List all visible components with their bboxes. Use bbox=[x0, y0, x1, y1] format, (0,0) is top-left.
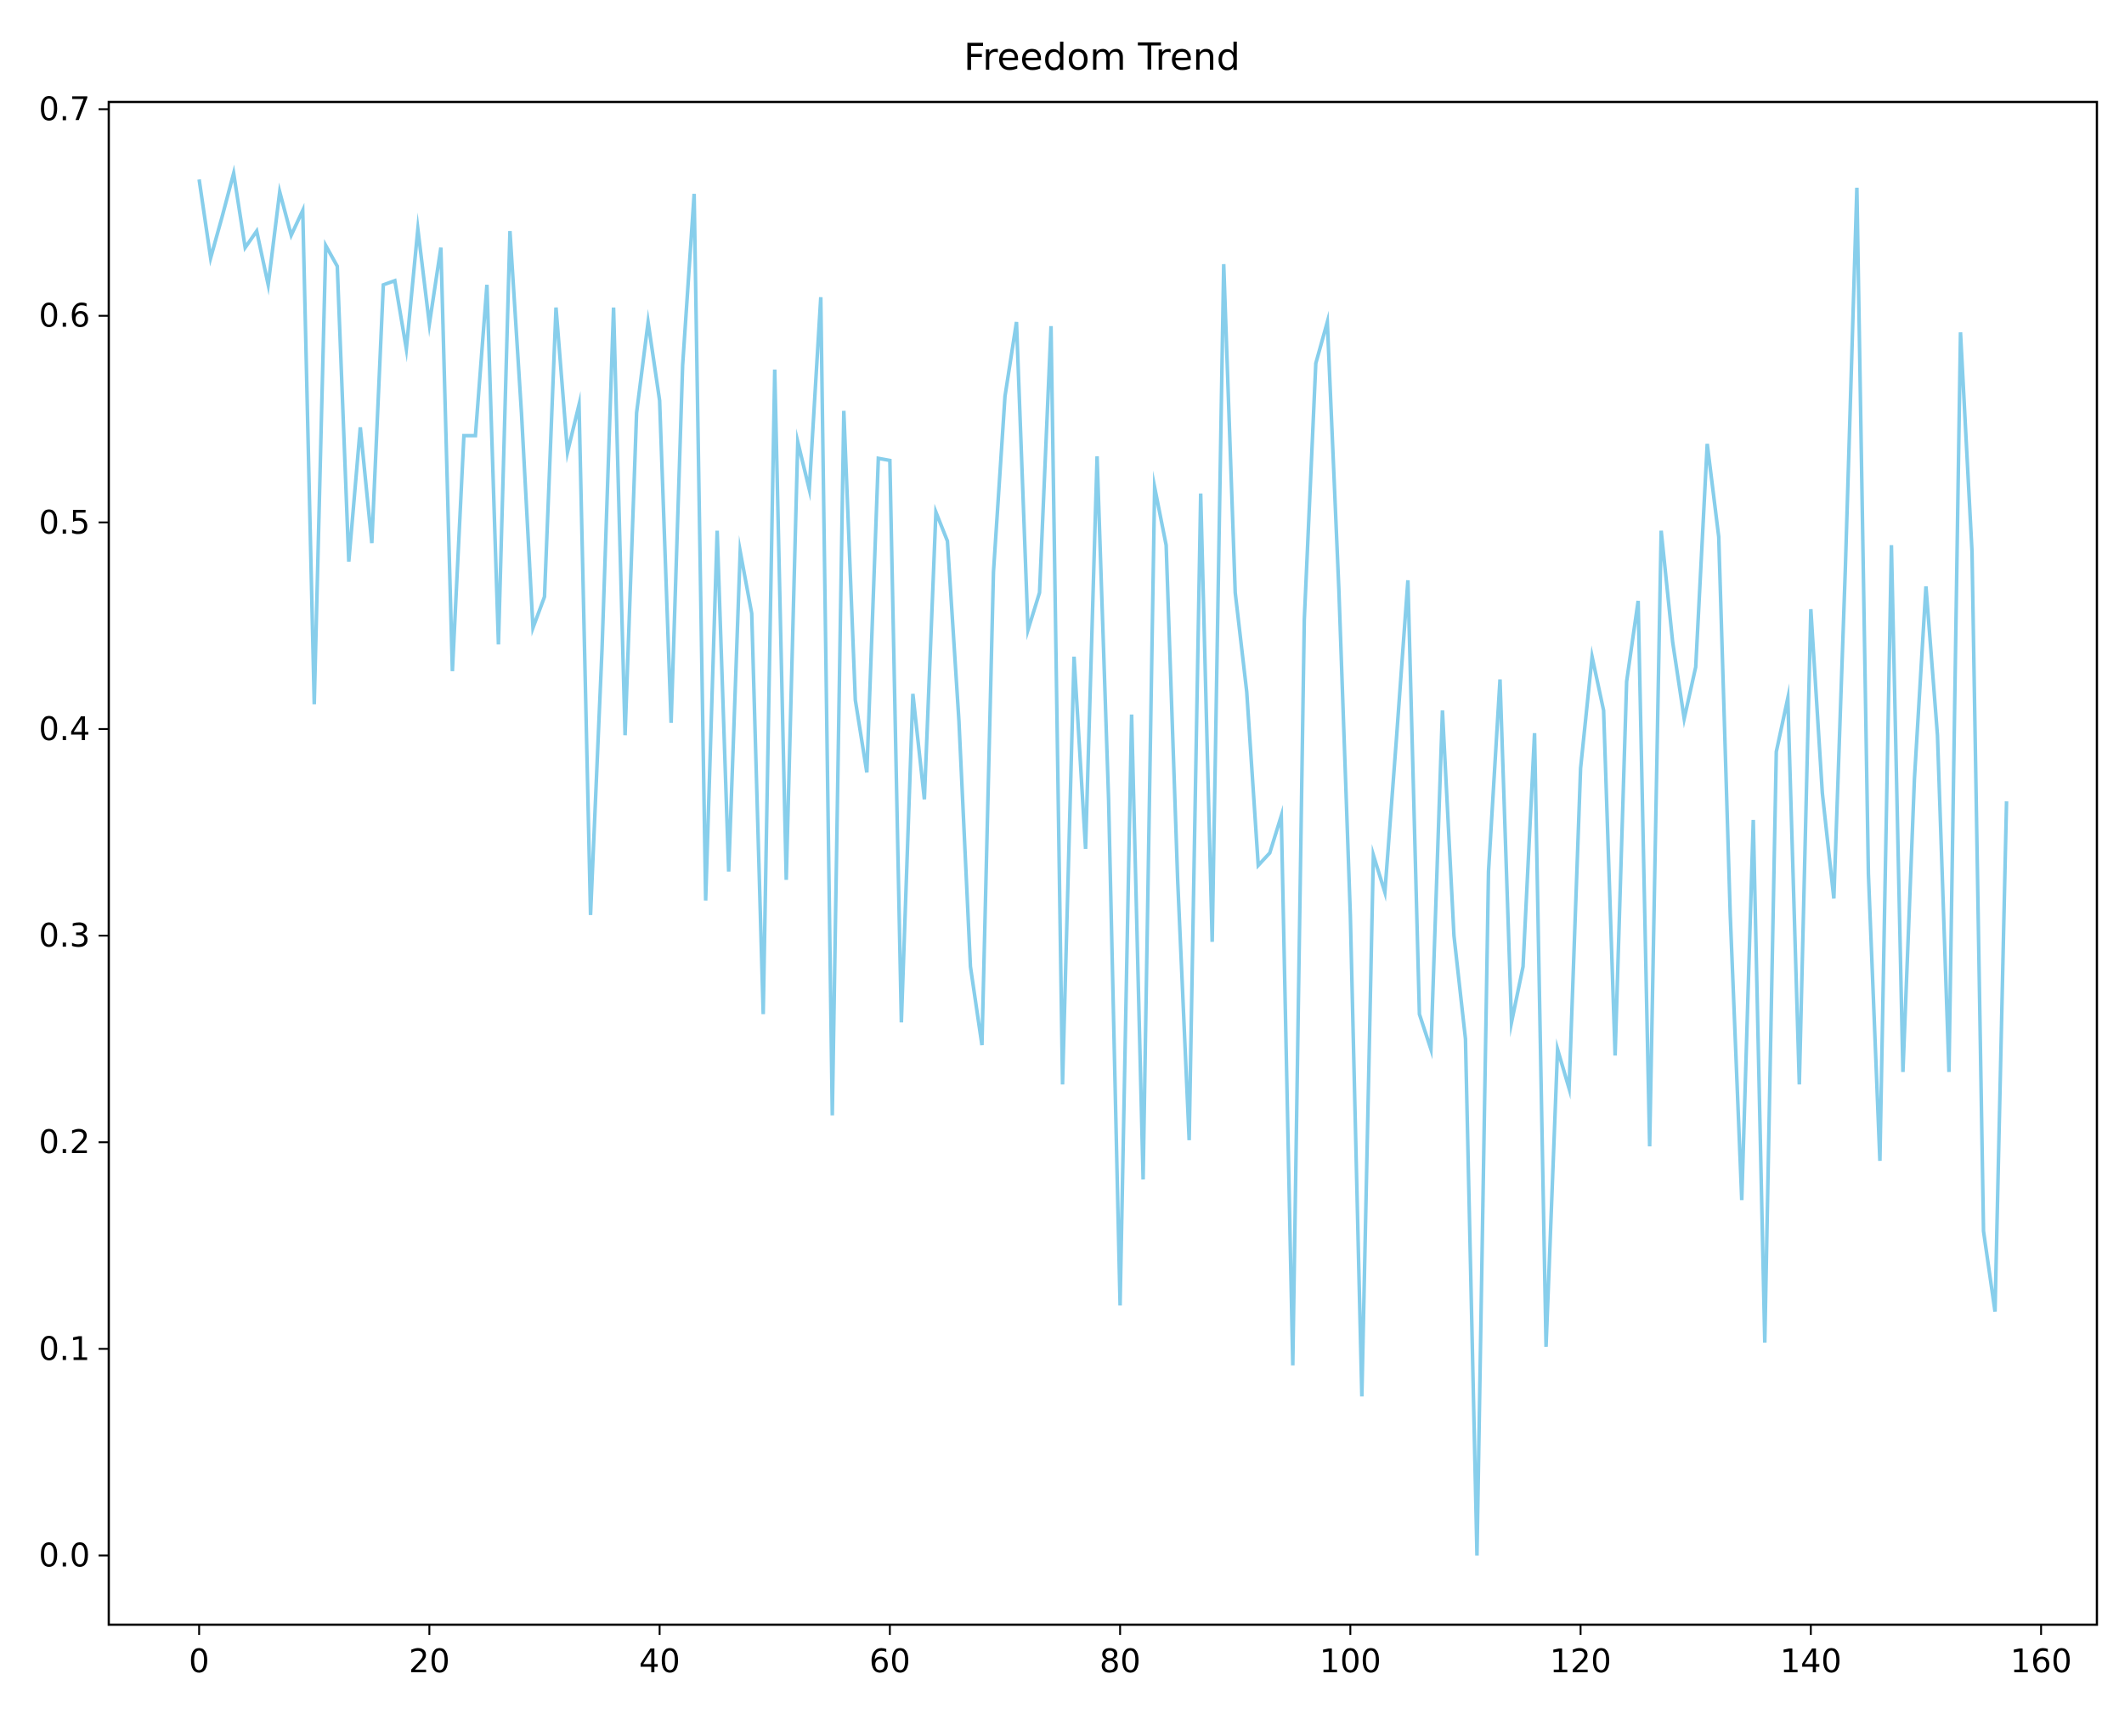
x-tick-label: 60 bbox=[869, 1643, 910, 1680]
y-tick-label: 0.4 bbox=[39, 710, 90, 748]
x-tick-label: 80 bbox=[1099, 1643, 1140, 1680]
y-tick-label: 0.0 bbox=[39, 1537, 90, 1575]
x-tick-label: 160 bbox=[2010, 1643, 2072, 1680]
x-tick-label: 140 bbox=[1780, 1643, 1842, 1680]
series-layer bbox=[197, 164, 2009, 1556]
ticks: 0 20 40 60 80 100 120 140 160 0.0 0.1 0.2 0.3 0.4 0.5 0… bbox=[39, 91, 2072, 1680]
y-tick-label: 0.7 bbox=[39, 91, 90, 128]
x-tick-label: 20 bbox=[409, 1643, 449, 1680]
y-tick-label: 0.6 bbox=[39, 297, 90, 335]
x-tick-label: 100 bbox=[1319, 1643, 1382, 1680]
x-tick-label: 40 bbox=[639, 1643, 680, 1680]
y-tick-label: 0.2 bbox=[39, 1123, 90, 1161]
series-line bbox=[197, 164, 2009, 1556]
x-tick-label: 0 bbox=[189, 1643, 209, 1680]
plot-area-frame bbox=[107, 100, 2099, 1626]
x-tick-label: 120 bbox=[1550, 1643, 1612, 1680]
y-tick-label: 0.5 bbox=[39, 504, 90, 541]
y-tick-label: 0.1 bbox=[39, 1330, 90, 1367]
y-tick-label: 0.3 bbox=[39, 917, 90, 954]
chart-title: Freedom Trend bbox=[963, 36, 1240, 79]
